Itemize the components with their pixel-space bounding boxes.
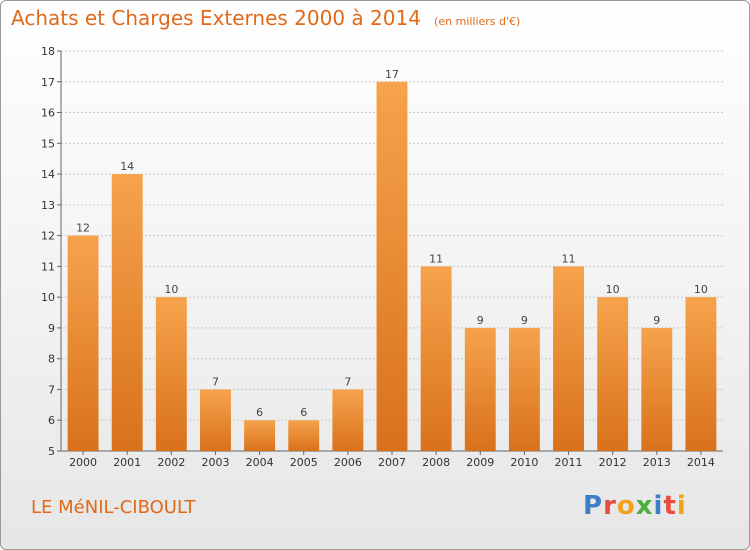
x-tick-label: 2002	[157, 456, 185, 469]
data-label: 10	[606, 283, 620, 296]
data-label: 6	[300, 406, 307, 419]
bar	[332, 389, 364, 451]
data-label: 9	[521, 314, 528, 327]
bar	[376, 81, 408, 452]
x-tick-label: 2004	[246, 456, 274, 469]
x-tick-label: 2012	[599, 456, 627, 469]
bars	[67, 81, 717, 452]
x-tick-label: 2008	[422, 456, 450, 469]
data-label: 10	[164, 283, 178, 296]
data-labels: 12 14 10 7 6 6 7 17 11 9 9 11 10 9 10	[76, 68, 708, 419]
bar	[420, 266, 452, 451]
x-tick-label: 2014	[687, 456, 715, 469]
y-tick-label: 18	[41, 45, 55, 58]
y-tick-label: 13	[41, 199, 55, 212]
y-tick-label: 14	[41, 168, 55, 181]
logo-letter: t	[663, 491, 677, 521]
data-label: 9	[477, 314, 484, 327]
data-label: 6	[256, 406, 263, 419]
x-tick-label: 2003	[201, 456, 229, 469]
bar	[685, 297, 717, 451]
y-tick-label: 11	[41, 260, 55, 273]
y-tick-label: 8	[48, 353, 55, 366]
bar	[67, 235, 99, 451]
chart-unit: (en milliers d'€)	[434, 15, 521, 28]
x-tick-label: 2000	[69, 456, 97, 469]
x-tick-label: 2005	[290, 456, 318, 469]
y-tick-label: 15	[41, 137, 55, 150]
x-tick-label: 2011	[555, 456, 583, 469]
y-tick-label: 16	[41, 107, 55, 120]
proxiti-logo: Proxiti	[583, 491, 687, 521]
y-tick-label: 17	[41, 76, 55, 89]
x-axis: 2000 2001 2002 2003 2004 2005 2006 2007 2008 2009…	[69, 451, 715, 469]
bar	[508, 327, 540, 451]
x-tick-label: 2013	[643, 456, 671, 469]
data-label: 11	[429, 252, 443, 265]
data-label: 7	[212, 375, 219, 388]
x-tick-label: 2006	[334, 456, 362, 469]
x-tick-label: 2009	[466, 456, 494, 469]
bar	[464, 327, 496, 451]
data-label: 7	[344, 375, 351, 388]
bar	[155, 297, 187, 451]
y-tick-label: 10	[41, 291, 55, 304]
bar	[111, 174, 143, 452]
logo-letter: i	[676, 491, 687, 521]
place-name: LE MéNIL-CIBOULT	[31, 497, 196, 518]
data-label: 12	[76, 222, 90, 235]
logo-letter: o	[616, 491, 636, 521]
bar	[597, 297, 629, 451]
data-label: 9	[653, 314, 660, 327]
bar	[288, 420, 320, 451]
logo-letter: x	[635, 491, 654, 521]
data-label: 11	[562, 252, 576, 265]
x-tick-label: 2007	[378, 456, 406, 469]
chart-title: Achats et Charges Externes 2000 à 2014	[11, 6, 421, 30]
logo-letter: i	[653, 491, 664, 521]
logo-letter: r	[603, 491, 617, 521]
x-tick-label: 2001	[113, 456, 141, 469]
y-tick-label: 5	[48, 445, 55, 458]
data-label: 17	[385, 68, 399, 81]
bar	[200, 389, 231, 451]
y-tick-label: 9	[48, 322, 55, 335]
chart-title-block: Achats et Charges Externes 2000 à 2014 (…	[11, 6, 520, 30]
x-tick-label: 2010	[510, 456, 538, 469]
bar	[553, 266, 584, 451]
bar	[244, 420, 276, 451]
y-tick-label: 12	[41, 230, 55, 243]
logo-letter: P	[583, 491, 604, 521]
data-label: 10	[694, 283, 708, 296]
y-tick-label: 6	[48, 414, 55, 427]
data-label: 14	[120, 160, 134, 173]
bar	[641, 327, 673, 451]
y-tick-label: 7	[48, 383, 55, 396]
